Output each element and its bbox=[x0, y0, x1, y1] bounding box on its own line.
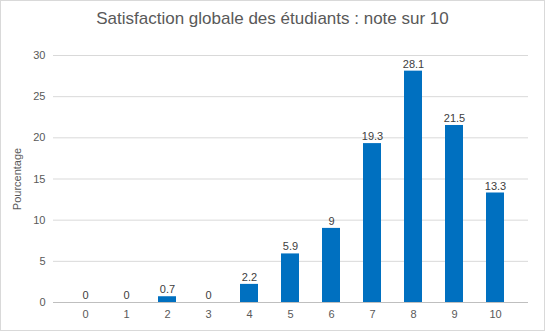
svg-text:9: 9 bbox=[451, 308, 457, 320]
svg-text:13.3: 13.3 bbox=[485, 180, 506, 192]
svg-text:19.3: 19.3 bbox=[362, 130, 383, 142]
svg-text:0: 0 bbox=[123, 289, 129, 301]
svg-text:25: 25 bbox=[33, 90, 45, 102]
svg-text:15: 15 bbox=[33, 173, 45, 185]
svg-text:Pourcentage: Pourcentage bbox=[11, 148, 23, 210]
svg-text:30: 30 bbox=[33, 49, 45, 61]
svg-text:28.1: 28.1 bbox=[403, 58, 424, 70]
html-text:Satisfaction globale des étudi: Satisfaction globale des étudiants : not… bbox=[96, 9, 449, 28]
svg-text:2.2: 2.2 bbox=[242, 271, 257, 283]
svg-text:9: 9 bbox=[328, 215, 334, 227]
svg-text:0: 0 bbox=[82, 308, 88, 320]
svg-text:21.5: 21.5 bbox=[444, 112, 465, 124]
svg-text:0: 0 bbox=[82, 289, 88, 301]
svg-text:5: 5 bbox=[287, 308, 293, 320]
svg-text:0: 0 bbox=[205, 289, 211, 301]
svg-text:8: 8 bbox=[410, 308, 416, 320]
svg-text:1: 1 bbox=[123, 308, 129, 320]
svg-text:0.7: 0.7 bbox=[160, 283, 175, 295]
svg-text:4: 4 bbox=[246, 308, 252, 320]
svg-text:3: 3 bbox=[205, 308, 211, 320]
svg-text:2: 2 bbox=[164, 308, 170, 320]
svg-text:5.9: 5.9 bbox=[283, 240, 298, 252]
svg-text:20: 20 bbox=[33, 131, 45, 143]
svg-text:5: 5 bbox=[39, 255, 45, 267]
svg-text:10: 10 bbox=[489, 308, 501, 320]
svg-text:10: 10 bbox=[33, 214, 45, 226]
svg-text:7: 7 bbox=[369, 308, 375, 320]
svg-text:0: 0 bbox=[39, 296, 45, 308]
svg-text:6: 6 bbox=[328, 308, 334, 320]
